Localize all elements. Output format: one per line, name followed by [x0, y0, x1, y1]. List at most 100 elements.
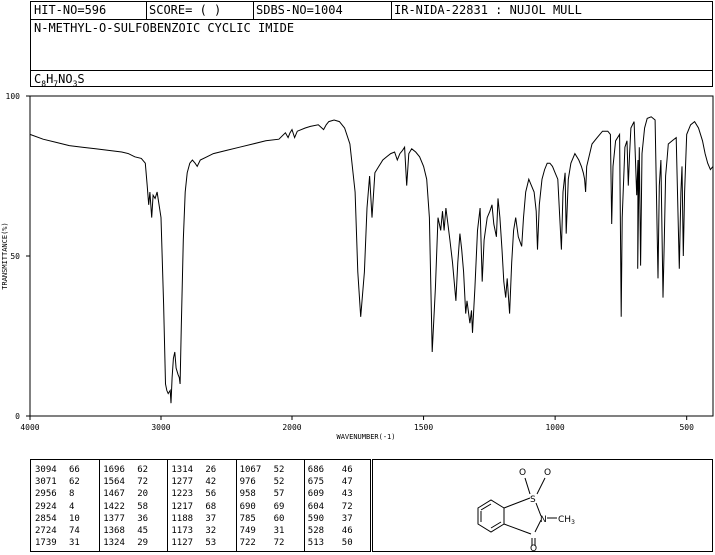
peak-transmittance: 62 [69, 477, 80, 488]
peak-wavenumber: 1377 [103, 513, 125, 524]
peak-wavenumber: 2956 [35, 489, 57, 500]
peak-wavenumber: 590 [307, 513, 325, 524]
peak-transmittance: 37 [341, 513, 353, 524]
atom-o-sulfonyl: O [519, 468, 526, 478]
sdbs-number: SDBS-NO=1004 [256, 3, 343, 17]
peak-transmittance: 68 [205, 501, 217, 512]
peak-wavenumber: 1696 [103, 465, 125, 475]
x-tick-label: 2000 [282, 423, 301, 432]
ir-nida-number: IR-NIDA-22831 : NUJOL MULL [394, 3, 582, 17]
bond [524, 477, 531, 495]
peak-wavenumber: 785 [239, 513, 256, 524]
peak-transmittance: 60 [273, 513, 285, 524]
compound-name: N-METHYL-O-SULFOBENZOIC CYCLIC IMIDE [34, 21, 295, 35]
peak-wavenumber: 686 [307, 465, 325, 475]
peak-wavenumber: 1739 [35, 538, 57, 549]
peak-transmittance: 42 [205, 477, 217, 488]
peak-wavenumber: 1217 [171, 501, 194, 512]
peak-transmittance: 72 [137, 477, 149, 488]
peak-wavenumber: 609 [307, 489, 325, 500]
peak-wavenumber: 1564 [103, 477, 125, 488]
peak-transmittance: 46 [341, 465, 353, 475]
peak-transmittance: 31 [273, 526, 285, 536]
peak-table-divider [99, 460, 101, 551]
peak-transmittance: 32 [205, 526, 217, 536]
peak-transmittance: 62 [137, 465, 149, 475]
peak-wavenumber: 958 [239, 489, 256, 500]
formula-c-count: 8 [41, 79, 47, 89]
peak-transmittance: 58 [137, 501, 149, 512]
peak-wavenumber: 749 [239, 526, 256, 536]
peak-table: 3094 66 3071 62 2956 8 2924 4 2854 10 2724 74 1739 31… [30, 459, 371, 552]
y-tick-label: 0 [15, 412, 20, 421]
score: SCORE= ( ) [149, 3, 222, 17]
peak-table-divider [235, 460, 237, 551]
header-divider [391, 2, 392, 19]
peak-wavenumber: 722 [239, 538, 256, 549]
header-divider [253, 2, 254, 19]
peak-wavenumber: 1173 [171, 526, 194, 536]
bond [535, 502, 542, 517]
peak-table-divider [167, 460, 169, 551]
peak-transmittance: 52 [273, 477, 285, 488]
bond [536, 477, 546, 495]
peak-transmittance: 43 [341, 489, 353, 500]
peak-transmittance: 46 [341, 526, 353, 536]
peak-transmittance: 47 [341, 477, 353, 488]
x-axis-label: WAVENUMBER(-1) [336, 433, 395, 441]
peak-transmittance: 74 [69, 526, 80, 536]
x-tick-label: 3000 [151, 423, 170, 432]
peak-wavenumber: 513 [307, 538, 325, 549]
peak-wavenumber: 1277 [171, 477, 194, 488]
formula-c: C [34, 72, 42, 86]
ir-spectrum-chart: 4000 3000 2000 1500 1000 500 0 50 100 WAVENUMBE… [1, 92, 714, 441]
peak-transmittance: 31 [69, 538, 80, 549]
methyl-group: CH3 [558, 515, 575, 526]
peak-transmittance: 45 [137, 526, 149, 536]
bond [503, 523, 532, 535]
formula-s: S [77, 72, 85, 86]
bond [503, 497, 531, 509]
peak-transmittance: 10 [69, 513, 80, 524]
peak-wavenumber: 675 [307, 477, 325, 488]
peak-wavenumber: 2854 [35, 513, 57, 524]
peak-transmittance: 66 [69, 465, 80, 475]
atom-s: S [530, 495, 536, 505]
y-tick-label: 100 [6, 92, 21, 101]
peak-wavenumber: 1368 [103, 526, 125, 536]
peak-transmittance: 52 [273, 465, 285, 475]
peak-transmittance: 50 [341, 538, 353, 549]
peak-wavenumber: 1188 [171, 513, 194, 524]
header-rule [31, 19, 712, 20]
header-divider [146, 2, 147, 19]
formula-no: NO [58, 72, 73, 86]
peak-wavenumber: 3071 [35, 477, 57, 488]
peak-wavenumber: 1223 [171, 489, 194, 500]
y-axis-label: TRANSMITTANCE(%) [1, 222, 9, 289]
peak-transmittance: 20 [137, 489, 149, 500]
peak-wavenumber: 2924 [35, 501, 57, 512]
peak-wavenumber: 1314 [171, 465, 194, 475]
y-axis-ticks: 0 50 100 [6, 92, 30, 421]
formula-h-count: 7 [53, 79, 59, 89]
transmittance-series-line [29, 116, 714, 404]
peak-transmittance: 72 [273, 538, 285, 549]
x-tick-label: 500 [679, 423, 694, 432]
peak-wavenumber: 1422 [103, 501, 125, 512]
atom-o-carbonyl: O [530, 544, 537, 551]
peak-wavenumber: 2724 [35, 526, 57, 536]
peak-wavenumber: 1067 [239, 465, 262, 475]
peak-transmittance: 8 [69, 489, 75, 500]
molecule-structure: S O O N CH3 O [477, 468, 575, 554]
header-rule [31, 70, 712, 71]
peak-wavenumber: 3094 [35, 465, 57, 475]
peak-wavenumber: 604 [307, 501, 325, 512]
peak-transmittance: 26 [205, 465, 217, 475]
x-tick-label: 4000 [20, 423, 39, 432]
molecular-formula: C8H7NO3S [34, 71, 85, 92]
header-table: HIT-NO=596 SCORE= ( ) SDBS-NO=1004 IR-NI… [30, 1, 713, 88]
x-tick-label: 1500 [414, 423, 433, 432]
peak-transmittance: 53 [205, 538, 217, 549]
benzene-ring [477, 499, 505, 533]
bond [534, 519, 542, 533]
